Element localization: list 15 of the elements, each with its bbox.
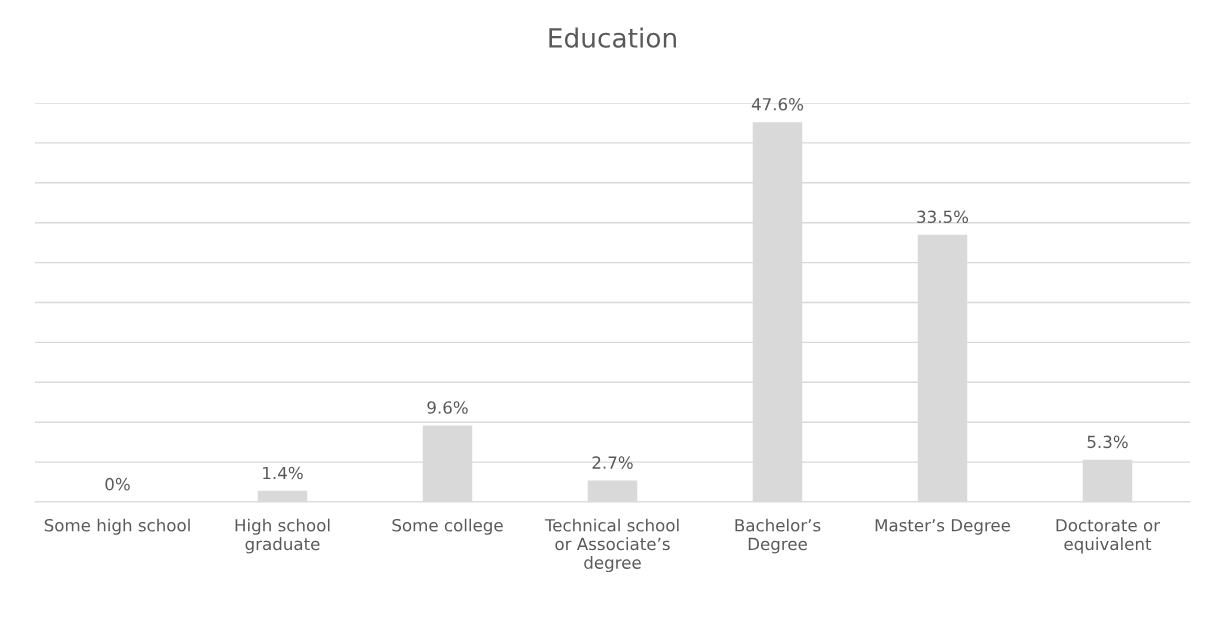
data-label: 0% [105, 477, 130, 491]
x-tick-label: Doctorate or equivalent [1056, 519, 1161, 554]
data-label: 33.5% [917, 210, 969, 224]
x-tick-label: High school graduate [235, 518, 330, 554]
data-label: 2.7% [592, 456, 633, 469]
x-tick-label: Technical school or Associate’s degree [544, 518, 679, 573]
data-label: 9.6% [427, 401, 468, 414]
x-tick-label: Master’s Degree [875, 519, 1011, 535]
data-label: 1.4% [263, 466, 303, 480]
x-tick-label: Bachelor’s Degree [735, 518, 821, 554]
chart-title: Education [549, 27, 676, 48]
x-tick-label: Some college [392, 518, 503, 535]
x-tick-label: Some high school [44, 518, 190, 535]
data-label: 47.6% [751, 97, 804, 111]
data-label: 5.3% [1087, 435, 1128, 449]
